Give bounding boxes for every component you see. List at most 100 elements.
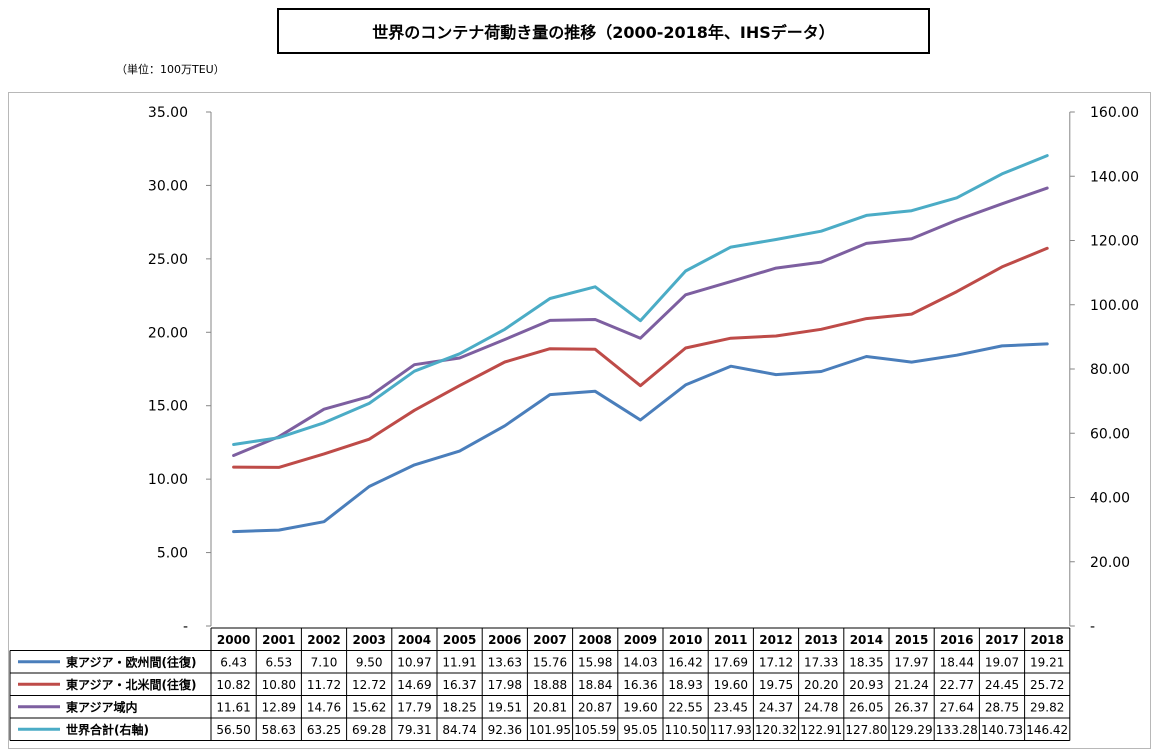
data-label: 110.50 — [665, 723, 707, 737]
data-label: 58.63 — [262, 723, 296, 737]
chart-frame — [8, 92, 1151, 749]
left-axis-tick-label: 35.00 — [148, 105, 188, 121]
x-tick-label: 2013 — [804, 633, 837, 647]
data-label: 27.64 — [940, 701, 974, 715]
data-label: 19.21 — [1030, 656, 1064, 670]
data-label: 16.37 — [442, 678, 476, 692]
data-label: 11.91 — [442, 656, 476, 670]
data-label: 7.10 — [311, 656, 338, 670]
data-label: 20.93 — [849, 678, 883, 692]
x-tick-label: 2005 — [443, 633, 476, 647]
right-axis-tick-label: 60.00 — [1090, 426, 1130, 442]
data-label: 29.82 — [1030, 701, 1064, 715]
data-label: 17.12 — [759, 656, 793, 670]
data-label: 18.25 — [442, 701, 476, 715]
data-label: 17.97 — [894, 656, 928, 670]
series-line — [232, 186, 1049, 457]
right-axis-tick-label: 120.00 — [1090, 234, 1139, 250]
series-line — [232, 246, 1049, 469]
data-label: 24.78 — [804, 701, 838, 715]
x-tick-label: 2006 — [488, 633, 521, 647]
right-axis-tick-label: 140.00 — [1090, 169, 1139, 185]
data-label: 25.72 — [1030, 678, 1064, 692]
x-tick-label: 2001 — [262, 633, 295, 647]
data-label: 56.50 — [216, 723, 250, 737]
data-label: 105.59 — [574, 723, 616, 737]
data-label: 15.76 — [533, 656, 567, 670]
left-axis-tick-label: 15.00 — [148, 399, 188, 415]
data-label: 6.53 — [265, 656, 292, 670]
data-label: 15.98 — [578, 656, 612, 670]
legend-label: 東アジア域内 — [66, 700, 138, 715]
legend-label: 東アジア・欧州間(往復) — [66, 655, 197, 670]
left-axis-tick-label: - — [183, 619, 188, 635]
data-label: 19.75 — [759, 678, 793, 692]
data-label: 12.89 — [262, 701, 296, 715]
data-label: 129.29 — [891, 723, 933, 737]
data-label: 117.93 — [710, 723, 752, 737]
x-tick-label: 2017 — [985, 633, 1018, 647]
data-label: 13.63 — [488, 656, 522, 670]
left-axis-tick-label: 10.00 — [148, 472, 188, 488]
left-axis-tick-label: 30.00 — [148, 178, 188, 194]
data-label: 15.62 — [352, 701, 386, 715]
legend-label: 世界合計(右軸) — [66, 722, 149, 737]
data-label: 16.36 — [623, 678, 657, 692]
right-axis-tick-label: 100.00 — [1090, 298, 1139, 314]
data-label: 18.44 — [940, 656, 974, 670]
data-label: 92.36 — [488, 723, 522, 737]
data-label: 95.05 — [623, 723, 657, 737]
data-label: 24.37 — [759, 701, 793, 715]
data-label: 84.74 — [442, 723, 476, 737]
data-label: 79.31 — [397, 723, 431, 737]
data-label: 63.25 — [307, 723, 341, 737]
data-label: 120.32 — [755, 723, 797, 737]
data-label: 19.51 — [488, 701, 522, 715]
data-label: 17.69 — [714, 656, 748, 670]
data-label: 69.28 — [352, 723, 386, 737]
right-axis-tick-label: - — [1090, 619, 1095, 635]
data-label: 10.82 — [216, 678, 250, 692]
left-axis-tick-label: 5.00 — [157, 546, 188, 562]
data-label: 18.93 — [668, 678, 702, 692]
data-label: 6.43 — [220, 656, 247, 670]
data-label: 9.50 — [356, 656, 383, 670]
series-line — [232, 342, 1049, 534]
data-label: 18.35 — [849, 656, 883, 670]
left-axis-tick-label: 20.00 — [148, 325, 188, 341]
right-axis-tick-label: 80.00 — [1090, 362, 1130, 378]
data-label: 20.20 — [804, 678, 838, 692]
series-line — [232, 154, 1049, 446]
data-label: 20.87 — [578, 701, 612, 715]
data-label: 22.77 — [940, 678, 974, 692]
data-label: 127.80 — [845, 723, 887, 737]
data-label: 17.98 — [488, 678, 522, 692]
x-tick-label: 2012 — [759, 633, 792, 647]
legend-label: 東アジア・北米間(往復) — [66, 677, 197, 692]
x-tick-label: 2007 — [533, 633, 566, 647]
data-label: 10.80 — [262, 678, 296, 692]
data-label: 146.42 — [1026, 723, 1068, 737]
right-axis-tick-label: 160.00 — [1090, 105, 1139, 121]
data-label: 19.60 — [623, 701, 657, 715]
data-label: 24.45 — [985, 678, 1019, 692]
x-tick-label: 2016 — [940, 633, 973, 647]
data-label: 101.95 — [529, 723, 571, 737]
data-label: 122.91 — [800, 723, 842, 737]
data-label: 18.84 — [578, 678, 612, 692]
data-label: 21.24 — [894, 678, 928, 692]
x-tick-label: 2010 — [669, 633, 702, 647]
x-tick-label: 2011 — [714, 633, 747, 647]
data-label: 17.33 — [804, 656, 838, 670]
data-label: 14.03 — [623, 656, 657, 670]
data-label: 11.72 — [307, 678, 341, 692]
x-tick-label: 2009 — [624, 633, 657, 647]
data-label: 22.55 — [668, 701, 702, 715]
data-label: 28.75 — [985, 701, 1019, 715]
left-axis-tick-label: 25.00 — [148, 252, 188, 268]
data-label: 23.45 — [714, 701, 748, 715]
x-tick-label: 2003 — [352, 633, 385, 647]
data-label: 20.81 — [533, 701, 567, 715]
x-tick-label: 2018 — [1030, 633, 1063, 647]
